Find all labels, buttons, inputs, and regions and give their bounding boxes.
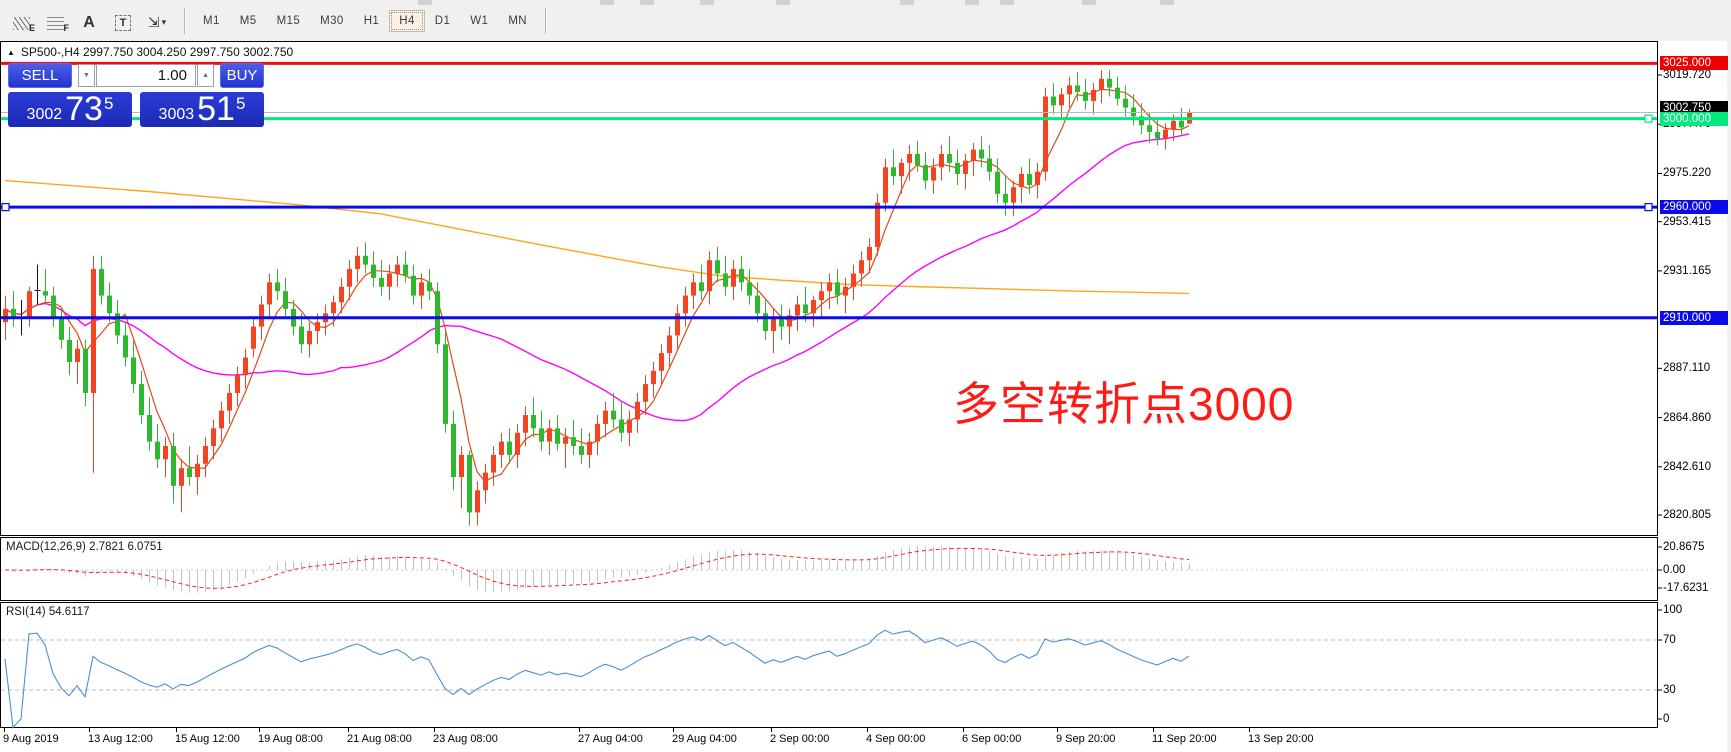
crosshair-draw-icon[interactable]: E — [6, 9, 36, 33]
timeframe-button-m30[interactable]: M30 — [320, 15, 344, 27]
time-axis-label: 6 Sep 00:00 — [962, 733, 1022, 745]
right-edge-strip — [1727, 0, 1731, 752]
clipped-toolbar-icon — [965, 0, 979, 5]
price-axis-label: 2864.860 — [1663, 412, 1711, 424]
time-axis-label: 4 Sep 00:00 — [866, 733, 926, 745]
chevron-down-icon: ▾ — [161, 17, 167, 27]
price-axis-label: 2887.110 — [1663, 362, 1711, 374]
symbol-header: ▲ SP500-,H4 2997.750 3004.250 2997.750 3… — [7, 45, 293, 59]
ask-price-button[interactable]: 3003 51 5 — [140, 92, 264, 127]
macd-axis-label: 0.00 — [1663, 564, 1686, 576]
price-level-badge: 3000.000 — [1660, 112, 1728, 126]
ask-big: 51 — [197, 90, 235, 128]
timeframe-button-m15[interactable]: M15 — [276, 15, 301, 27]
clipped-toolbar-icon — [1082, 0, 1096, 5]
ask-main: 3003 — [158, 106, 195, 123]
text-label-tool-icon[interactable]: T — [108, 9, 138, 33]
timeframe-button-h4[interactable]: H4 — [389, 10, 425, 32]
price-level-badge: 2910.000 — [1660, 311, 1728, 325]
timeframe-group: M1 M5 M15 M30 H1 H4 D1 W1 MN — [193, 10, 537, 32]
macd-axis-label: -17.6231 — [1663, 582, 1709, 594]
price-axis-label: 3019.720 — [1663, 69, 1711, 81]
price-axis-label: 2820.805 — [1663, 509, 1711, 521]
price-axis-label: 2931.165 — [1663, 265, 1711, 277]
clipped-toolbar-icon — [418, 0, 432, 5]
bid-sup: 5 — [103, 94, 114, 113]
symbol-ohlc-text: SP500-,H4 2997.750 3004.250 2997.750 300… — [20, 45, 294, 59]
time-axis-label: 11 Sep 20:00 — [1152, 733, 1217, 745]
bid-main: 3002 — [26, 106, 63, 123]
timeframe-button-h1[interactable]: H1 — [363, 15, 380, 27]
time-axis-label: 27 Aug 04:00 — [578, 733, 643, 745]
price-level-badge: 2960.000 — [1660, 200, 1728, 214]
timeframe-button-mn[interactable]: MN — [508, 15, 528, 27]
rsi-axis-label: 0 — [1663, 713, 1670, 725]
time-axis-label: 23 Aug 08:00 — [433, 733, 498, 745]
rsi-axis-label: 70 — [1663, 634, 1676, 646]
chart-area[interactable] — [0, 41, 1658, 727]
toolbar-separator — [184, 8, 185, 34]
timeframe-button-d1[interactable]: D1 — [434, 15, 451, 27]
time-axis-label: 21 Aug 08:00 — [347, 733, 412, 745]
line-studies-icon[interactable]: ⇲ ▾ — [147, 14, 167, 30]
collapse-arrow-icon[interactable]: ▲ — [7, 47, 15, 57]
price-axis-label: 2975.220 — [1663, 167, 1711, 179]
ask-sup: 5 — [235, 94, 246, 113]
time-axis-label: 9 Sep 20:00 — [1056, 733, 1116, 745]
rsi-axis-label: 100 — [1663, 604, 1683, 616]
time-axis-label: 29 Aug 04:00 — [672, 733, 737, 745]
rsi-indicator-label: RSI(14) 54.6117 — [6, 606, 90, 618]
volume-decrease-button[interactable]: ▼ — [78, 64, 95, 87]
clipped-toolbar-icon — [776, 0, 790, 5]
clipped-toolbar-icon — [700, 0, 714, 5]
timeframe-button-m5[interactable]: M5 — [239, 15, 257, 27]
clipped-toolbar-icon — [1160, 0, 1174, 5]
macd-indicator-label: MACD(12,26,9) 2.7821 6.0751 — [6, 541, 163, 553]
time-axis-label: 13 Aug 12:00 — [88, 733, 153, 745]
bid-price-button[interactable]: 3002 73 5 — [8, 92, 132, 127]
buy-button[interactable]: BUY — [220, 63, 264, 88]
time-axis-label: 15 Aug 12:00 — [175, 733, 240, 745]
timeframe-button-w1[interactable]: W1 — [470, 15, 489, 27]
sell-button[interactable]: SELL — [8, 63, 72, 88]
bid-big: 73 — [65, 90, 103, 128]
time-axis-label: 19 Aug 08:00 — [258, 733, 323, 745]
chart-annotation-text: 多空转折点3000 — [953, 378, 1295, 430]
price-level-badge: 3002.750 — [1660, 101, 1728, 115]
time-axis-label: 13 Sep 20:00 — [1248, 733, 1314, 745]
time-axis-label: 2 Sep 00:00 — [770, 733, 830, 745]
toolbar: E F A T ⇲ ▾ M1 M5 M15 M30 H1 H4 D1 W1 MN — [0, 0, 1731, 41]
text-tool-icon[interactable]: A — [83, 14, 95, 31]
toolbar-separator — [545, 8, 547, 34]
fibonacci-grid-icon[interactable]: F — [40, 9, 70, 33]
rsi-axis-label: 30 — [1663, 684, 1676, 696]
timeframe-button-m1[interactable]: M1 — [203, 15, 220, 27]
toolbar-row: E F A T ⇲ ▾ M1 M5 M15 M30 H1 H4 D1 W1 MN — [0, 7, 554, 35]
price-level-badge: 3025.000 — [1660, 56, 1728, 70]
volume-input[interactable]: 1.00 — [96, 64, 196, 87]
one-click-trading-panel: SELL ▼ 1.00 ▲ BUY 3002 73 5 3003 51 5 — [8, 63, 264, 127]
clipped-toolbar-icon — [900, 0, 914, 5]
clipped-toolbar-icon — [1000, 0, 1014, 5]
time-axis-label: 9 Aug 2019 — [3, 733, 59, 745]
macd-axis-label: 20.8675 — [1663, 541, 1705, 553]
price-axis-label: 2842.610 — [1663, 461, 1711, 473]
clipped-toolbar-icon — [640, 0, 654, 5]
price-axis-label: 2953.415 — [1663, 216, 1711, 228]
volume-increase-button[interactable]: ▲ — [197, 64, 214, 87]
clipped-toolbar-icon — [600, 0, 614, 5]
